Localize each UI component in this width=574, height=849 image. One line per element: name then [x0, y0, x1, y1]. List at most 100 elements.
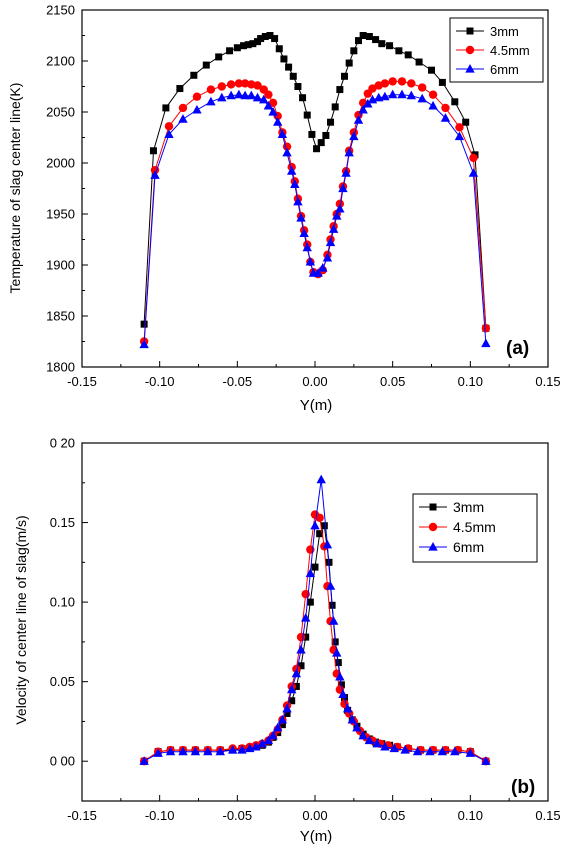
- data-point: [406, 90, 417, 100]
- data-point: [226, 80, 236, 89]
- data-point: [277, 714, 288, 724]
- data-point: [412, 746, 423, 756]
- data-point: [257, 35, 265, 43]
- data-point: [306, 598, 314, 606]
- data-point: [302, 242, 312, 252]
- data-point: [313, 268, 323, 277]
- data-point: [287, 684, 297, 694]
- data-point: [417, 83, 427, 92]
- panel-label: (b): [511, 777, 535, 798]
- data-point: [352, 722, 362, 732]
- data-point: [299, 228, 309, 237]
- data-point: [380, 79, 390, 88]
- data-point: [178, 114, 188, 123]
- x-axis-label: Y(m): [300, 397, 333, 414]
- data-point: [451, 98, 459, 106]
- data-point: [178, 746, 188, 756]
- data-point: [164, 122, 174, 131]
- data-point: [349, 131, 359, 141]
- y-axis-label: Velocity of center line of slag(m/s): [13, 515, 29, 724]
- x-axis-label: Y(m): [300, 828, 333, 844]
- data-point: [437, 746, 448, 756]
- data-point: [302, 633, 310, 641]
- x-tick-label: -0.10: [145, 808, 175, 823]
- x-tick-label: 0.05: [380, 808, 405, 823]
- data-point: [335, 203, 345, 213]
- data-point: [259, 94, 269, 104]
- data-point: [300, 613, 311, 622]
- legend-marker: [466, 27, 474, 35]
- data-point: [206, 85, 216, 94]
- data-point: [240, 90, 250, 100]
- y-tick-label: 1850: [46, 309, 75, 324]
- data-point: [380, 91, 390, 101]
- data-point: [358, 104, 368, 114]
- data-point: [389, 743, 399, 753]
- x-tick-label: 0.00: [302, 808, 327, 823]
- data-point: [246, 90, 257, 100]
- panel-label: (a): [506, 338, 529, 359]
- series-line: [143, 80, 487, 342]
- series-6mm: [139, 474, 491, 765]
- data-point: [282, 703, 292, 713]
- data-point: [305, 256, 316, 266]
- data-point: [294, 83, 302, 90]
- data-point: [465, 748, 476, 757]
- data-point: [150, 170, 160, 179]
- data-point: [404, 51, 412, 59]
- legend-label: 4.5mm: [453, 519, 496, 535]
- data-point: [397, 77, 407, 86]
- y-tick-label: 2150: [46, 3, 75, 18]
- data-point: [202, 61, 210, 69]
- data-point: [303, 111, 311, 119]
- data-point: [190, 746, 201, 756]
- data-point: [428, 90, 438, 99]
- data-point: [293, 196, 303, 206]
- data-point: [338, 183, 348, 193]
- y-tick-label: 0.05: [50, 674, 75, 689]
- y-tick-label: 1950: [46, 207, 75, 222]
- data-point: [310, 520, 320, 530]
- data-point: [192, 92, 202, 101]
- legend-label: 6mm: [490, 62, 519, 77]
- data-point: [363, 98, 373, 108]
- y-tick-label: 2100: [46, 54, 75, 69]
- data-point: [364, 735, 375, 745]
- data-point: [308, 130, 316, 138]
- x-tick-label: 0.00: [302, 374, 327, 389]
- data-point: [297, 662, 305, 670]
- data-point: [176, 85, 184, 93]
- data-point: [481, 338, 491, 348]
- data-point: [226, 90, 236, 100]
- data-point: [264, 90, 273, 99]
- data-point: [322, 252, 333, 262]
- data-point: [318, 263, 328, 272]
- data-point: [332, 211, 342, 220]
- data-point: [249, 40, 257, 48]
- y-tick-label: 0 00: [50, 754, 75, 769]
- data-point: [296, 213, 306, 222]
- data-point: [386, 42, 394, 50]
- data-point: [277, 129, 288, 139]
- data-point: [353, 115, 364, 124]
- data-point: [407, 79, 416, 88]
- data-point: [261, 33, 269, 41]
- data-point: [359, 32, 367, 39]
- data-point: [328, 616, 339, 625]
- data-point: [342, 703, 353, 713]
- data-point: [263, 100, 274, 110]
- data-point: [215, 746, 225, 756]
- x-tick-label: 0.15: [535, 808, 560, 823]
- data-point: [415, 58, 423, 66]
- data-point: [428, 100, 438, 110]
- x-tick-label: 0.10: [458, 808, 483, 823]
- data-point: [481, 756, 491, 765]
- data-point: [263, 735, 274, 745]
- x-tick-label: 0.15: [535, 374, 560, 389]
- data-point: [291, 668, 302, 678]
- data-point: [165, 746, 176, 756]
- data-point: [287, 166, 297, 175]
- data-point: [290, 179, 300, 189]
- chart-panel-a: -0.15 -0.10 -0.05 0.00 0.05 0.10 0.15 1800 1850 1…: [7, 3, 561, 415]
